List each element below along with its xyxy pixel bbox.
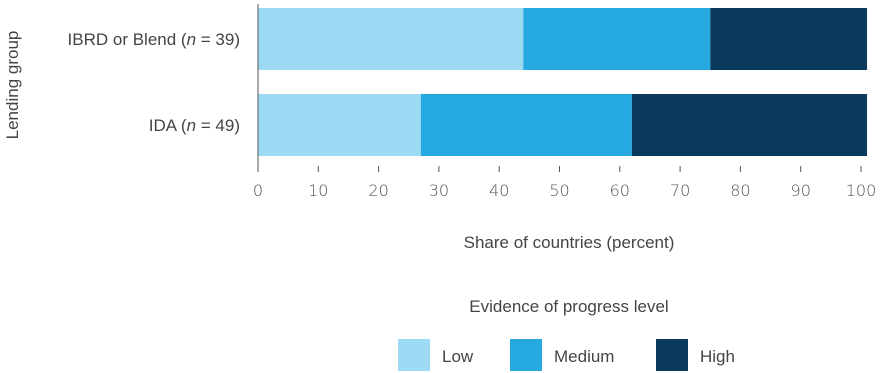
x-tick-label-5: 50 <box>549 181 569 200</box>
y-axis-title: Lending group <box>3 31 22 140</box>
bar-high-1 <box>631 94 868 156</box>
x-axis-ticks: 0 10 20 30 40 50 60 70 80 90 100 <box>253 166 876 200</box>
x-tick-label-8: 80 <box>730 181 750 200</box>
x-tick-label-3: 30 <box>429 181 449 200</box>
bar-low-1 <box>258 94 421 156</box>
x-tick-label-1: 10 <box>308 181 328 200</box>
legend-swatch-high <box>656 339 688 371</box>
legend-swatch-medium <box>510 339 542 371</box>
legend: Low Medium High <box>398 339 735 371</box>
legend-swatch-low <box>398 339 430 371</box>
x-axis-title: Share of countries (percent) <box>464 233 675 252</box>
bar-medium-1 <box>420 94 632 156</box>
x-tick-label-6: 60 <box>610 181 630 200</box>
category-labels: IBRD or Blend (n = 39) IDA (n = 49) <box>68 30 240 135</box>
legend-label-high: High <box>700 347 735 366</box>
category-label-1: IDA (n = 49) <box>149 116 240 135</box>
bar-high-0 <box>710 8 868 70</box>
legend-label-low: Low <box>442 347 474 366</box>
x-tick-label-2: 20 <box>368 181 388 200</box>
category-label-0: IBRD or Blend (n = 39) <box>68 30 240 49</box>
x-tick-label-0: 0 <box>253 181 263 200</box>
bar-low-0 <box>258 8 524 70</box>
x-tick-label-7: 70 <box>670 181 690 200</box>
bar-medium-0 <box>523 8 711 70</box>
x-tick-label-9: 90 <box>791 181 811 200</box>
x-tick-label-4: 40 <box>489 181 509 200</box>
legend-title: Evidence of progress level <box>469 297 668 316</box>
legend-label-medium: Medium <box>554 347 614 366</box>
x-tick-label-10: 100 <box>846 181 877 200</box>
bars-group <box>258 8 868 156</box>
